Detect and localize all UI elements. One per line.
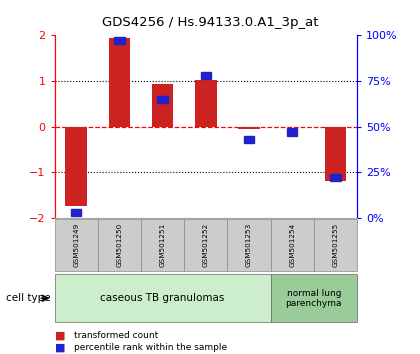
Text: GSM501254: GSM501254 xyxy=(289,223,295,267)
Bar xyxy=(287,129,297,136)
Text: ■: ■ xyxy=(55,331,65,341)
Text: GSM501249: GSM501249 xyxy=(73,223,79,267)
Text: GSM501253: GSM501253 xyxy=(246,223,252,267)
Text: GSM501251: GSM501251 xyxy=(160,223,165,267)
Bar xyxy=(71,209,81,216)
Text: percentile rank within the sample: percentile rank within the sample xyxy=(74,343,227,352)
Bar xyxy=(244,136,254,143)
Bar xyxy=(325,127,346,181)
Bar xyxy=(109,38,130,127)
Text: GSM501250: GSM501250 xyxy=(116,223,122,267)
Bar xyxy=(238,127,260,129)
Bar xyxy=(201,72,211,79)
Bar xyxy=(330,174,341,181)
Bar xyxy=(195,80,217,127)
Text: GDS4256 / Hs.94133.0.A1_3p_at: GDS4256 / Hs.94133.0.A1_3p_at xyxy=(102,16,318,29)
Text: GSM501255: GSM501255 xyxy=(332,223,339,267)
Text: GSM501252: GSM501252 xyxy=(203,223,209,267)
Bar xyxy=(158,96,168,103)
Bar xyxy=(114,37,125,44)
Text: cell type: cell type xyxy=(6,293,51,303)
Text: transformed count: transformed count xyxy=(74,331,158,340)
Text: normal lung
parenchyma: normal lung parenchyma xyxy=(286,289,342,308)
Bar xyxy=(66,127,87,206)
Text: caseous TB granulomas: caseous TB granulomas xyxy=(100,293,225,303)
Text: ■: ■ xyxy=(55,343,65,353)
Bar xyxy=(152,84,173,127)
